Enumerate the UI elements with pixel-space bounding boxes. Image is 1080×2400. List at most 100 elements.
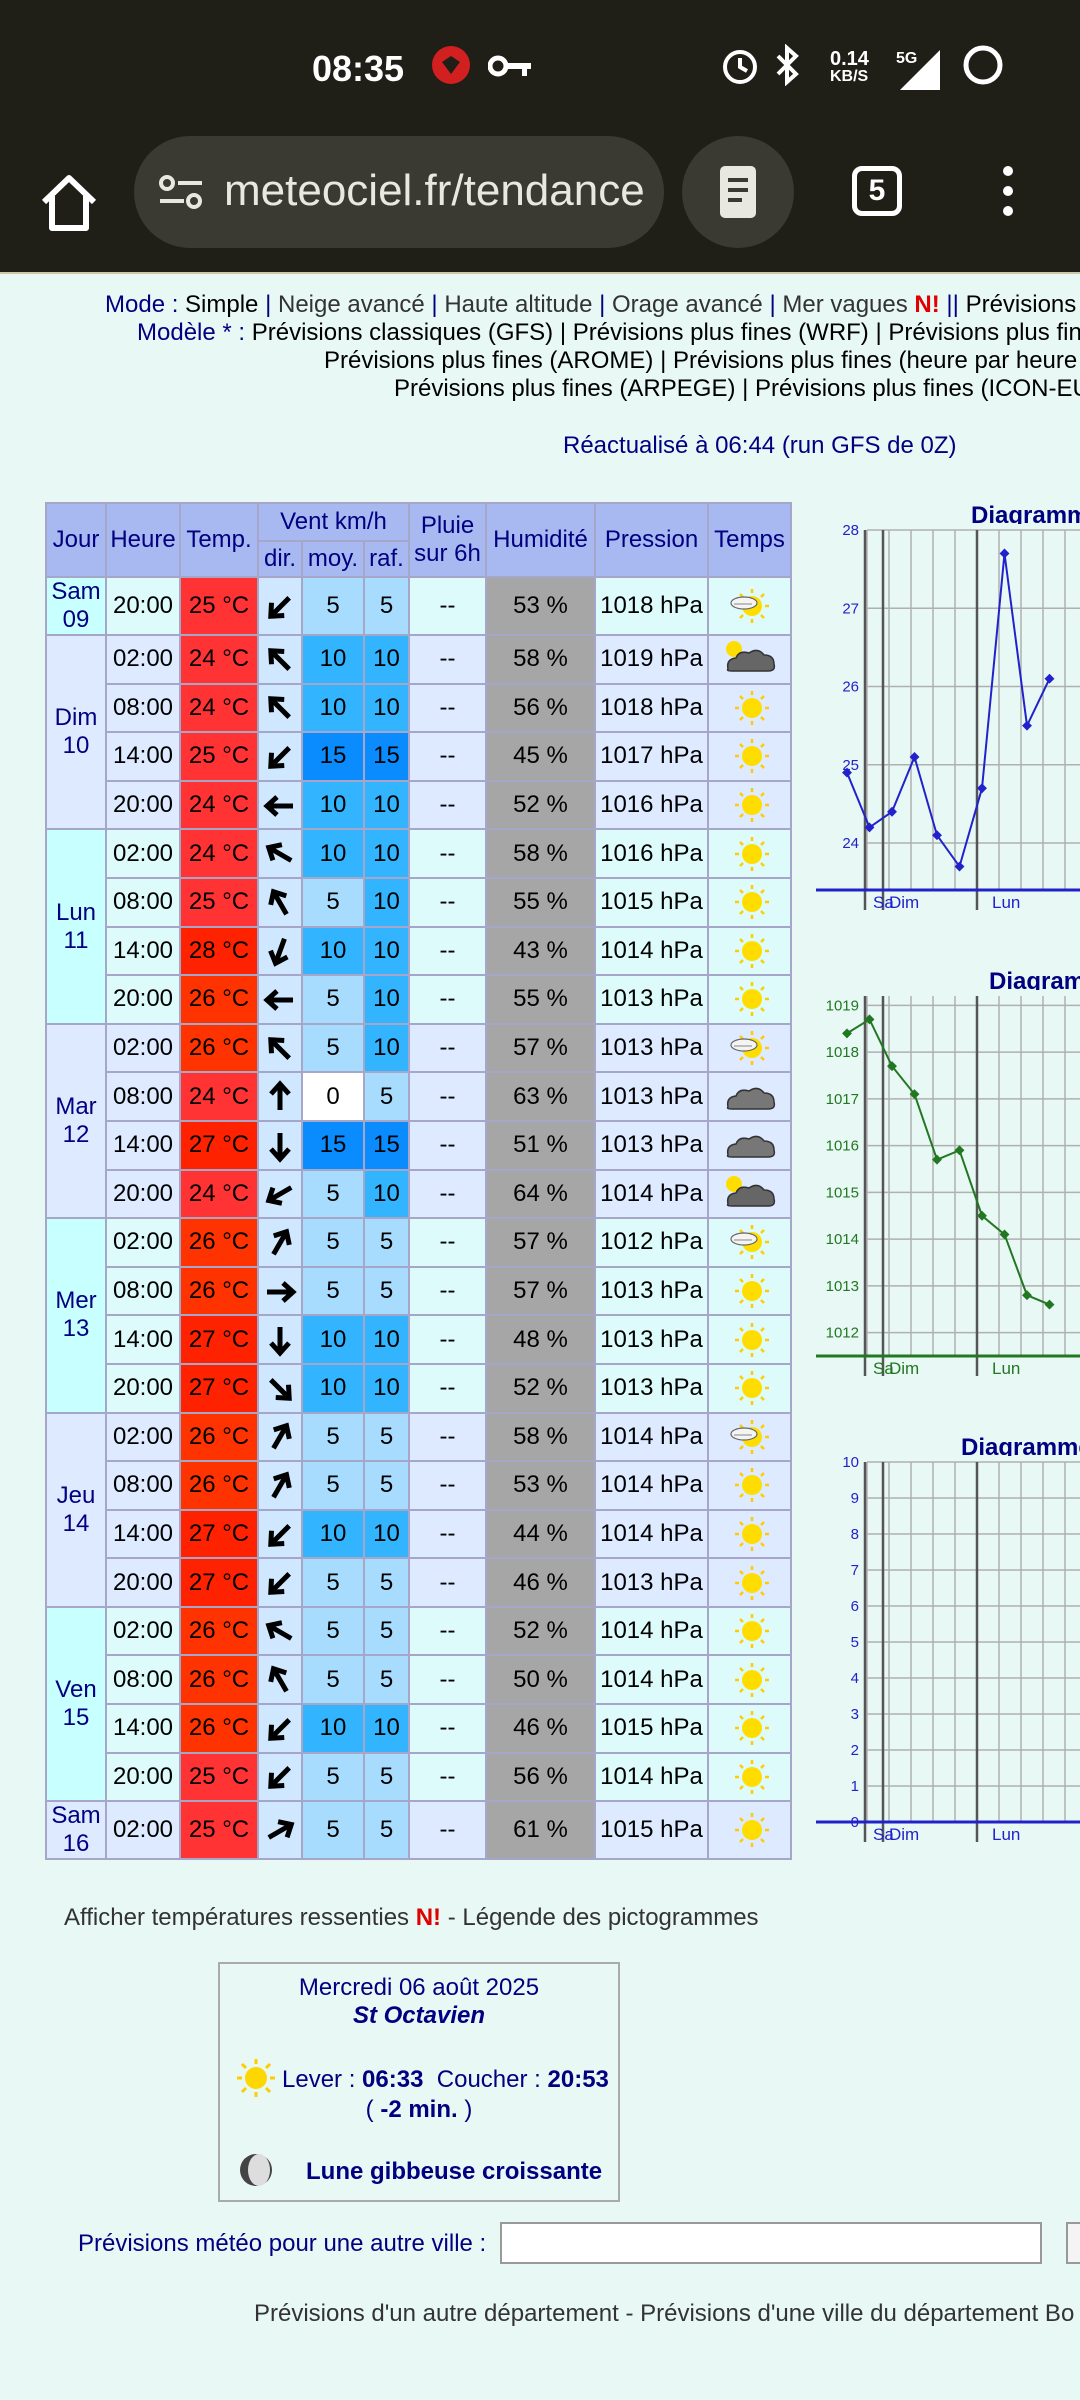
model-hourly-link[interactable]: Prévisions plus fines (heure par heure <box>673 347 1078 374</box>
wind-arrow-icon <box>265 1185 293 1207</box>
wind-gust-cell: 5 <box>363 1557 410 1608</box>
temp-cell: 24 °C <box>179 682 259 734</box>
forecast-table: Jour Heure Temp. Vent km/h Pluie sur 6h … <box>45 502 792 1861</box>
col-temps: Temps <box>707 502 792 578</box>
wind-dir-cell <box>257 1265 303 1317</box>
pressure-cell: 1018 hPa <box>594 576 709 636</box>
humidity-cell: 48 % <box>485 1314 596 1365</box>
pressure-cell: 1014 hPa <box>594 1508 709 1560</box>
other-city-input[interactable] <box>500 2222 1042 2264</box>
humidity-cell: 63 % <box>485 1071 596 1122</box>
temp-cell: 25 °C <box>179 1800 259 1861</box>
pictogram-legend-link[interactable]: - Légende des pictogrammes <box>447 1904 759 1931</box>
table-row: 20:00 27 °C 5 5 -- 46 % 1013 hPa <box>46 1557 792 1608</box>
hour-cell: 02:00 <box>105 1022 181 1074</box>
temp-cell: 24 °C <box>179 779 259 831</box>
x-tick-label: Dim <box>889 1359 919 1378</box>
x-tick-label: Lun <box>992 893 1020 912</box>
pressure-cell: 1015 hPa <box>594 1800 709 1861</box>
table-row: 14:00 27 °C 10 10 -- 48 % 1013 hPa <box>46 1314 792 1365</box>
wind-gust-cell: 10 <box>363 974 410 1025</box>
sun-icon <box>734 788 769 823</box>
wind-gust-cell: 10 <box>363 1508 410 1560</box>
weather-cell <box>707 1168 792 1220</box>
tab-switcher-button[interactable]: 5 <box>852 166 902 216</box>
y-tick-label: 1017 <box>826 1091 859 1108</box>
sun-cloud-light-icon <box>729 1225 769 1260</box>
col-pluie: Pluie sur 6h <box>408 502 487 578</box>
day-cell: Ven 15 <box>45 1605 107 1803</box>
site-settings-icon[interactable] <box>158 172 204 212</box>
wind-arrow-icon <box>269 1132 291 1163</box>
mode-mer-link[interactable]: Mer vagues <box>782 291 908 318</box>
mode-simple-link[interactable]: Simple <box>185 291 259 318</box>
pressure-cell: 1018 hPa <box>594 682 709 734</box>
col-moy: moy. <box>301 540 365 578</box>
wind-avg-cell: 5 <box>301 1022 365 1074</box>
model-line-2: Prévisions plus fines (AROME) | Prévisio… <box>324 347 1078 374</box>
rain-cell: -- <box>408 1168 487 1220</box>
model-more-link[interactable]: Prévisions plus fin <box>888 319 1080 346</box>
rain-cell: -- <box>408 1411 487 1463</box>
url-bar[interactable]: meteociel.fr/tendance <box>134 136 664 248</box>
day-cell: Sam 09 <box>45 576 107 636</box>
hour-cell: 08:00 <box>105 682 181 734</box>
wind-dir-cell <box>257 634 303 685</box>
weather-cell <box>707 1605 792 1657</box>
col-humidite: Humidité <box>485 502 596 578</box>
pressure-cell: 1015 hPa <box>594 876 709 928</box>
wind-avg-cell: 5 <box>301 1168 365 1220</box>
model-wrf-link[interactable]: Prévisions plus fines (WRF) <box>572 319 869 346</box>
hour-cell: 20:00 <box>105 1751 181 1803</box>
rain-cell: -- <box>408 828 487 879</box>
footer-links[interactable]: Prévisions d'un autre département - Prév… <box>254 2300 1075 2327</box>
wind-arrow-icon <box>271 1471 292 1499</box>
table-row: Dim 10 02:00 24 °C 10 10 -- 58 % 1019 hPa <box>45 633 792 831</box>
model-icon-link[interactable]: Prévisions plus fines (ICON-EU <box>755 375 1080 402</box>
hour-cell: 20:00 <box>105 1168 181 1220</box>
wind-gust-cell: 5 <box>363 1800 410 1861</box>
data-point <box>909 752 920 762</box>
model-arome-link[interactable]: Prévisions plus fines (AROME) <box>324 347 654 374</box>
y-tick-label: 1018 <box>826 1044 859 1061</box>
home-icon[interactable] <box>34 168 104 238</box>
wind-dir-cell <box>257 925 303 977</box>
more-menu-icon[interactable] <box>1000 166 1016 220</box>
model-gfs-link[interactable]: Prévisions classiques (GFS) <box>251 319 554 346</box>
mode-orage-link[interactable]: Orage avancé <box>612 291 763 318</box>
rain-cell: -- <box>408 1119 487 1171</box>
hour-cell: 14:00 <box>105 1314 181 1365</box>
mode-prev-link[interactable]: Prévisions <box>965 291 1077 318</box>
wind-arrow-icon <box>269 1327 291 1357</box>
wind-dir-cell <box>257 1460 303 1511</box>
reader-mode-button[interactable] <box>682 136 794 248</box>
hour-cell: 14:00 <box>105 925 181 977</box>
wind-arrow-icon <box>269 1080 291 1111</box>
y-tick-label: 1012 <box>826 1325 859 1342</box>
data-point <box>1022 720 1032 731</box>
diff-close: ) <box>464 2096 473 2123</box>
wind-arrow-icon <box>268 938 289 968</box>
y-tick-label: 1013 <box>826 1278 859 1295</box>
wind-avg-cell: 10 <box>301 682 365 734</box>
temp-cell: 27 °C <box>179 1362 259 1414</box>
wind-avg-cell: 0 <box>301 1071 365 1122</box>
day-label-part: 16 <box>62 1830 90 1858</box>
model-arpege-link[interactable]: Prévisions plus fines (ARPEGE) <box>394 375 736 402</box>
other-city-submit-button[interactable] <box>1066 2222 1080 2264</box>
mode-neige-link[interactable]: Neige avancé <box>277 291 425 318</box>
data-point <box>864 822 875 833</box>
weather-cell <box>707 1314 792 1365</box>
day-cell: Jeu 14 <box>45 1411 107 1608</box>
other-city-label: Prévisions météo pour une autre ville : <box>78 2230 487 2257</box>
sun-cloud-light-icon <box>729 1031 769 1066</box>
feels-like-link[interactable]: Afficher températures ressenties <box>64 1904 410 1931</box>
table-row: 08:00 26 °C 5 5 -- 50 % 1014 hPa <box>46 1654 792 1706</box>
col-raf: raf. <box>363 540 410 578</box>
col-pression: Pression <box>594 502 709 578</box>
table-row: Jeu 14 02:00 26 °C 5 5 -- 58 % 1014 hPa <box>45 1411 792 1608</box>
sun-icon <box>734 836 769 871</box>
mode-haute-link[interactable]: Haute altitude <box>444 291 593 318</box>
pressure-cell: 1016 hPa <box>594 828 709 879</box>
model-prefix: Modèle * : <box>137 319 246 346</box>
